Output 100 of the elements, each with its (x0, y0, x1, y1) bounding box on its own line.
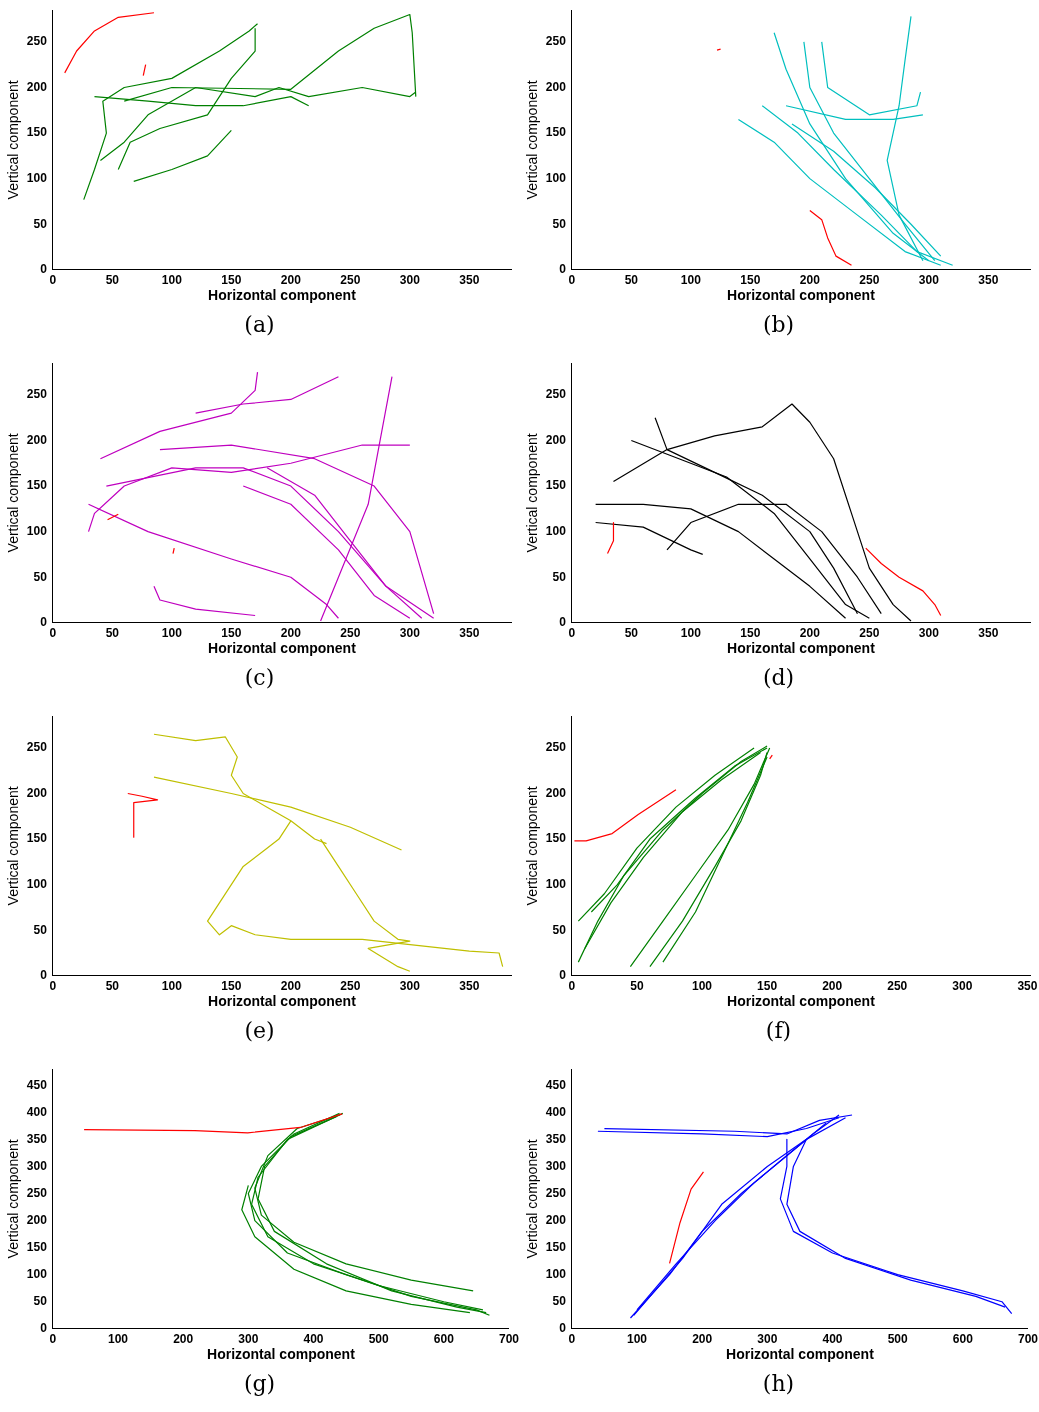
y-tick-label: 100 (26, 170, 48, 185)
y-tick-label: 200 (545, 1212, 567, 1227)
y-tick-label: 150 (26, 831, 48, 846)
y-tick-label: 150 (545, 478, 567, 493)
y-axis-title: Vertical component (524, 786, 541, 906)
y-tick-label: 200 (26, 1212, 48, 1227)
y-tick-label: 150 (545, 1239, 567, 1254)
x-axis-title: Horizontal component (727, 993, 876, 1010)
x-tick-label: 100 (691, 979, 713, 994)
y-tick-label: 0 (559, 1321, 567, 1336)
x-axis-title: Horizontal component (208, 640, 357, 657)
y-tick-label: 0 (559, 968, 567, 983)
x-tick-label: 400 (822, 1332, 843, 1347)
y-tick-label: 400 (545, 1104, 567, 1119)
x-tick-label: 100 (161, 979, 183, 994)
x-tick-label: 400 (303, 1332, 324, 1347)
x-tick-label: 250 (887, 979, 908, 994)
y-tick-label: 200 (545, 785, 567, 800)
y-axis-title: Vertical component (524, 1139, 541, 1259)
y-tick-label: 150 (26, 1239, 48, 1254)
y-tick-label: 50 (552, 1294, 567, 1309)
x-tick-label: 100 (680, 626, 702, 641)
y-tick-label: 200 (545, 432, 567, 447)
y-axis-title: Vertical component (5, 786, 22, 906)
x-tick-label: 200 (822, 979, 843, 994)
x-tick-label: 50 (624, 273, 639, 288)
y-tick-label: 0 (40, 615, 48, 630)
y-tick-label: 250 (26, 740, 48, 755)
text: (e) (244, 1018, 275, 1043)
text: (f) (765, 1018, 792, 1043)
x-tick-label: 250 (340, 626, 361, 641)
x-tick-label: 50 (105, 979, 120, 994)
y-tick-label: 0 (40, 262, 48, 277)
x-tick-label: 300 (238, 1332, 259, 1347)
y-tick-label: 0 (40, 968, 48, 983)
x-tick-label: 500 (887, 1332, 908, 1347)
y-tick-label: 50 (552, 922, 567, 937)
x-tick-label: 200 (280, 273, 302, 288)
x-tick-label: 250 (859, 273, 880, 288)
y-tick-label: 150 (26, 125, 48, 140)
y-axis-title: Vertical component (524, 80, 541, 200)
x-tick-label: 50 (105, 273, 120, 288)
y-tick-label: 450 (26, 1077, 48, 1092)
x-tick-label: 250 (340, 979, 361, 994)
x-axis-title: Horizontal component (727, 287, 876, 304)
text: (h) (762, 1371, 795, 1396)
x-tick-label: 600 (433, 1332, 455, 1347)
x-tick-label: 700 (498, 1332, 520, 1347)
y-axis-title: Vertical component (524, 433, 541, 553)
x-tick-label: 50 (624, 626, 639, 641)
y-tick-label: 300 (26, 1158, 48, 1173)
x-axis-title: Horizontal component (726, 1346, 875, 1363)
y-tick-label: 50 (33, 922, 48, 937)
y-tick-label: 250 (26, 34, 48, 49)
y-tick-label: 50 (33, 216, 48, 231)
x-tick-label: 600 (952, 1332, 974, 1347)
x-tick-label: 200 (280, 979, 302, 994)
y-tick-label: 50 (33, 1294, 48, 1309)
y-tick-label: 50 (552, 569, 567, 584)
x-tick-label: 200 (173, 1332, 194, 1347)
x-tick-label: 250 (340, 273, 361, 288)
x-tick-label: 350 (459, 626, 480, 641)
text: (g) (243, 1371, 276, 1396)
x-tick-label: 100 (680, 273, 702, 288)
x-tick-label: 350 (459, 273, 480, 288)
y-tick-label: 50 (552, 216, 567, 231)
y-tick-label: 350 (545, 1131, 567, 1146)
y-tick-label: 50 (33, 569, 48, 584)
y-tick-label: 250 (26, 1185, 48, 1200)
x-tick-label: 500 (368, 1332, 389, 1347)
x-tick-label: 300 (399, 979, 421, 994)
y-tick-label: 100 (545, 523, 567, 538)
y-tick-label: 100 (26, 523, 48, 538)
x-tick-label: 100 (161, 273, 183, 288)
x-tick-label: 350 (978, 626, 999, 641)
y-tick-label: 400 (26, 1104, 48, 1119)
x-tick-label: 150 (221, 626, 242, 641)
text: (d) (762, 665, 795, 690)
x-axis-title: Horizontal component (208, 993, 357, 1010)
y-tick-label: 200 (26, 785, 48, 800)
y-tick-label: 100 (26, 1266, 48, 1281)
x-tick-label: 200 (799, 273, 821, 288)
y-axis-title: Vertical component (5, 80, 22, 200)
x-tick-label: 100 (626, 1332, 648, 1347)
x-axis-title: Horizontal component (208, 287, 357, 304)
x-tick-label: 150 (221, 273, 242, 288)
text: (b) (762, 312, 795, 337)
y-tick-label: 150 (545, 125, 567, 140)
y-tick-label: 100 (545, 1266, 567, 1281)
y-tick-label: 450 (545, 1077, 567, 1092)
x-tick-label: 200 (280, 626, 302, 641)
x-axis-title: Horizontal component (207, 1346, 356, 1363)
x-tick-label: 350 (1017, 979, 1038, 994)
x-tick-label: 100 (107, 1332, 129, 1347)
x-tick-label: 250 (859, 626, 880, 641)
x-tick-label: 50 (105, 626, 120, 641)
y-tick-label: 200 (545, 79, 567, 94)
y-axis-title: Vertical component (5, 433, 22, 553)
x-tick-label: 350 (459, 979, 480, 994)
x-tick-label: 200 (799, 626, 821, 641)
